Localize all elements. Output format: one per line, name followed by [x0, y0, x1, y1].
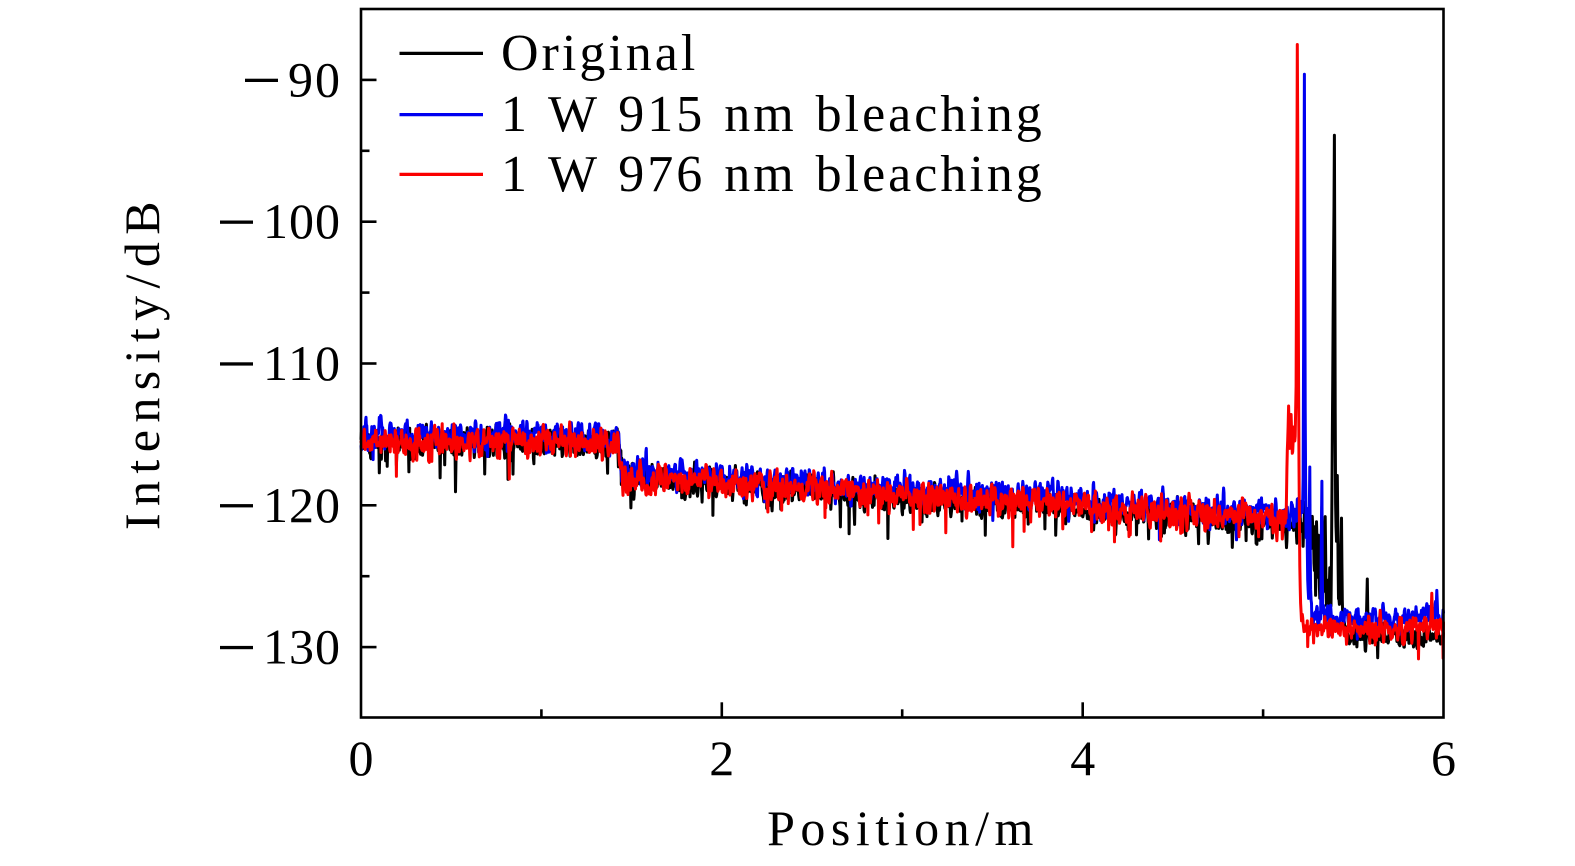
svg-text:4: 4 [1070, 730, 1095, 786]
svg-text:Original: Original [501, 25, 698, 82]
svg-text:110: 110 [263, 335, 340, 391]
svg-text:100: 100 [263, 193, 340, 249]
svg-text:Intensity/dB: Intensity/dB [114, 194, 170, 530]
svg-text:0: 0 [349, 730, 374, 786]
svg-text:6: 6 [1431, 730, 1456, 786]
svg-text:1 W 976 nm bleaching: 1 W 976 nm bleaching [501, 146, 1045, 203]
svg-text:Position/m: Position/m [767, 800, 1039, 856]
svg-text:130: 130 [263, 619, 340, 675]
svg-text:1 W 915 nm bleaching: 1 W 915 nm bleaching [501, 86, 1045, 143]
svg-text:120: 120 [263, 477, 340, 533]
svg-text:2: 2 [709, 730, 734, 786]
